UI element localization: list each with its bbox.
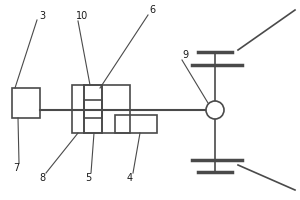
Text: 6: 6 bbox=[149, 5, 155, 15]
Text: 9: 9 bbox=[182, 50, 188, 60]
Text: 10: 10 bbox=[76, 11, 88, 21]
Circle shape bbox=[206, 101, 224, 119]
Text: 5: 5 bbox=[85, 173, 91, 183]
Text: 4: 4 bbox=[127, 173, 133, 183]
Bar bbox=[72, 85, 130, 133]
Bar bbox=[12, 88, 40, 118]
Text: 3: 3 bbox=[39, 11, 45, 21]
Text: 8: 8 bbox=[39, 173, 45, 183]
Bar bbox=[115, 115, 157, 133]
Text: 7: 7 bbox=[13, 163, 19, 173]
Bar bbox=[84, 100, 102, 133]
Bar bbox=[84, 85, 102, 118]
